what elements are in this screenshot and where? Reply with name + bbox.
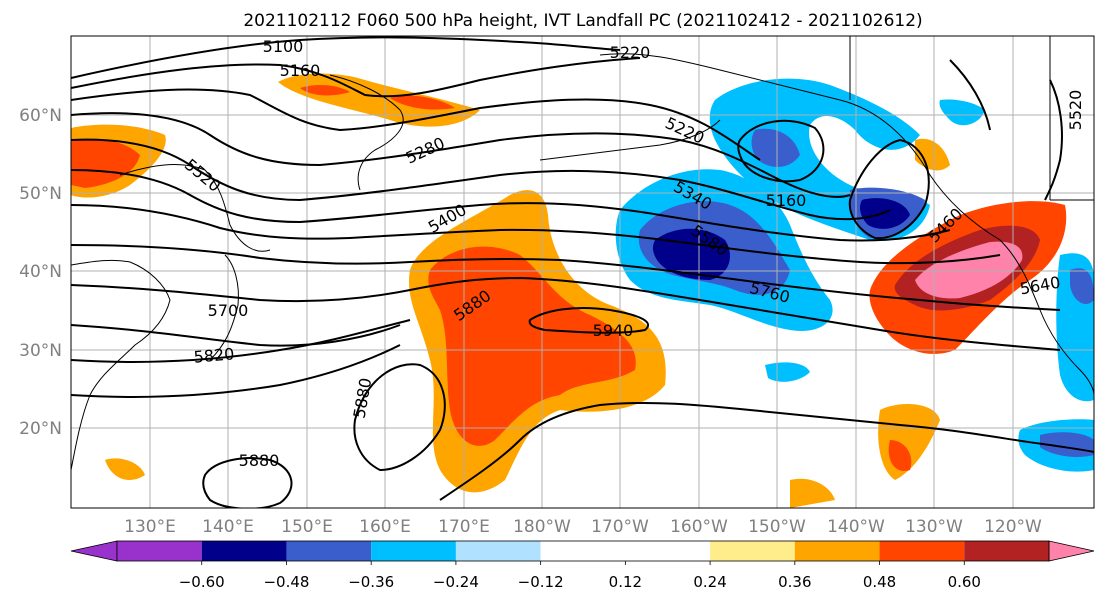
contour-label: 5100 — [263, 37, 304, 56]
ivt-negative-region — [1040, 432, 1094, 458]
ivt-positive-region — [71, 138, 140, 188]
ivt-negative-region — [860, 198, 910, 229]
contour-label: 5880 — [239, 451, 280, 470]
contour-label: 5940 — [593, 321, 634, 340]
ivt-positive-region — [105, 458, 145, 480]
ivt-positive-region — [300, 85, 350, 96]
contour-label: 5820 — [193, 344, 235, 366]
colorbar-tick-label: −0.12 — [518, 573, 564, 591]
ivt-positive-region — [790, 478, 835, 508]
longitude-label: 120°W — [984, 517, 1042, 537]
contour-label: 5160 — [766, 191, 807, 210]
ivt-negative-region — [751, 128, 800, 167]
longitude-label: 140°W — [827, 517, 885, 537]
longitude-label: 150°W — [748, 517, 806, 537]
longitude-label: 130°W — [905, 517, 963, 537]
latitude-label: 20°N — [19, 419, 62, 439]
colorbar-segment — [540, 541, 626, 561]
colorbar-tick-label: −0.60 — [179, 573, 225, 591]
ivt-positive-region — [428, 246, 636, 446]
latitude-labels: 60°N 50°N 40°N 30°N 20°N — [19, 106, 62, 439]
ivt-positive-region — [915, 138, 950, 171]
colorbar-tick-label: 0.12 — [609, 573, 642, 591]
colorbar-segment — [371, 541, 456, 561]
colorbar-tick-label: −0.36 — [348, 573, 394, 591]
contour-label: 5160 — [280, 61, 321, 80]
latitude-label: 40°N — [19, 262, 62, 282]
height-contours — [71, 36, 1094, 508]
ivt-negative-region — [765, 362, 810, 382]
longitude-label: 160°W — [670, 517, 728, 537]
colorbar-tick-label: 0.60 — [948, 573, 981, 591]
longitude-label: 170°W — [591, 517, 649, 537]
contour-label: 5700 — [208, 301, 249, 320]
longitude-label: 170°E — [438, 517, 490, 537]
colorbar-tick-label: 0.36 — [778, 573, 811, 591]
longitude-label: 140°E — [202, 517, 254, 537]
colorbar-tick-label: 0.24 — [693, 573, 726, 591]
ivt-positive-region — [888, 440, 912, 471]
contour-label: 5220 — [610, 43, 651, 62]
colorbar-segment — [117, 541, 202, 561]
colorbar-segment — [794, 541, 880, 561]
contour-label: 5520 — [1066, 90, 1085, 131]
map-frame — [70, 35, 1095, 509]
colorbar-segment — [455, 541, 541, 561]
latitude-label: 60°N — [19, 106, 62, 126]
colorbar-tick-label: −0.24 — [433, 573, 479, 591]
colorbar-extend-high — [1048, 540, 1095, 562]
figure-title: 2021102112 F060 500 hPa height, IVT Land… — [243, 11, 922, 31]
ivt-shading — [71, 73, 1094, 508]
colorbar-segment — [964, 541, 1049, 561]
colorbar-tick-label: −0.48 — [263, 573, 309, 591]
ivt-negative-region — [939, 99, 985, 126]
longitude-label: 180°W — [513, 517, 571, 537]
ivt-positive-region — [390, 95, 455, 110]
colorbar — [70, 540, 1095, 562]
longitude-label: 160°E — [359, 517, 411, 537]
longitude-label: 150°E — [281, 517, 333, 537]
colorbar-tick-labels: −0.60 −0.48 −0.36 −0.24 −0.12 0.12 0.24 0.36 0.4… — [179, 561, 981, 591]
colorbar-segment — [710, 541, 795, 561]
latitude-label: 30°N — [19, 341, 62, 361]
colorbar-segment — [625, 541, 711, 561]
colorbar-outline — [116, 540, 1050, 562]
latitude-label: 50°N — [19, 184, 62, 204]
colorbar-segment — [879, 541, 965, 561]
map-fields — [71, 36, 1094, 508]
longitude-labels: 130°E 140°E 150°E 160°E 170°E 180°W 170°W 160°W… — [124, 517, 1042, 537]
ivt-negative-region — [1070, 268, 1094, 305]
longitude-label: 130°E — [124, 517, 176, 537]
colorbar-extend-low — [70, 540, 118, 562]
colorbar-segment — [286, 541, 372, 561]
colorbar-segment — [201, 541, 287, 561]
colorbar-tick-label: 0.48 — [863, 573, 896, 591]
